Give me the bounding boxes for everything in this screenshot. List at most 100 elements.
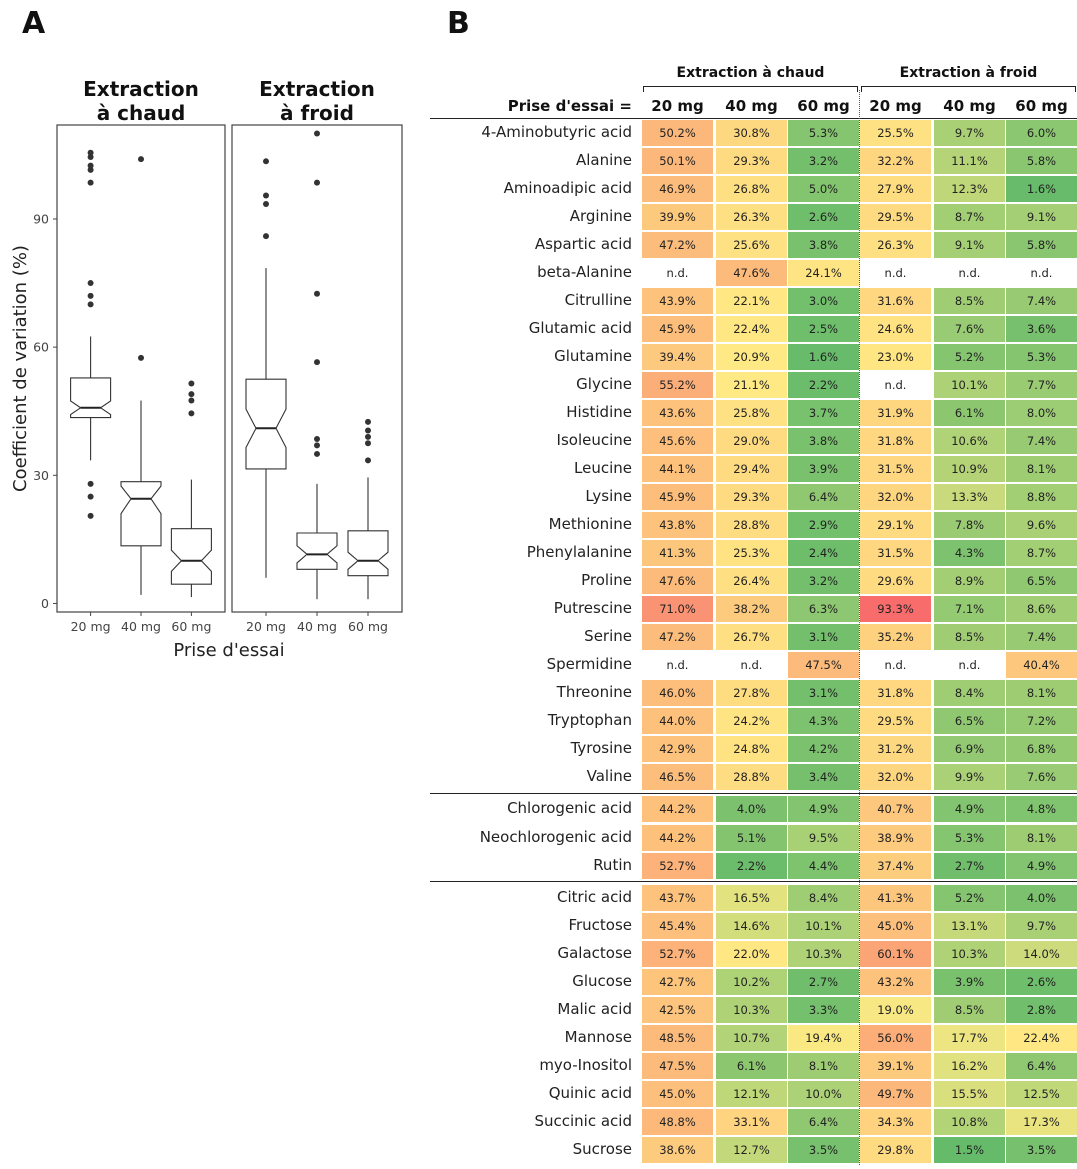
row-label: Aspartic acid: [534, 235, 632, 254]
heatmap-cell: 14.6%: [716, 912, 787, 939]
heatmap-cell: 2.6%: [1006, 968, 1077, 995]
heatmap-cell: 7.6%: [934, 316, 1005, 343]
facet-title-2: à froid: [280, 101, 354, 125]
column-header: 20 mg: [651, 97, 704, 115]
heatmap-cell: 8.1%: [1006, 680, 1077, 707]
heatmap-cell: 43.8%: [642, 512, 713, 539]
heatmap-cell: 71.0%: [642, 596, 713, 623]
heatmap-cell: 19.4%: [788, 1024, 859, 1051]
heatmap-cell: 21.1%: [716, 372, 787, 399]
y-axis-title: Coefficient de variation (%): [10, 245, 31, 492]
heatmap-cell: n.d.: [642, 652, 713, 679]
heatmap-cell: 28.8%: [716, 764, 787, 791]
box-1-60mg: [170, 380, 212, 598]
heatmap-cell: 60.1%: [860, 940, 931, 967]
row-label: beta-Alanine: [537, 263, 632, 282]
heatmap-cell: 7.7%: [1006, 372, 1077, 399]
heatmap-cell: 9.1%: [934, 232, 1005, 259]
heatmap-cell: 35.2%: [860, 624, 931, 651]
heatmap-cell: 46.5%: [642, 764, 713, 791]
row-label: Glutamine: [554, 347, 632, 366]
heatmap-cell: 31.9%: [860, 400, 931, 427]
heatmap-cell: 17.7%: [934, 1024, 1005, 1051]
x-tick-label: 60 mg: [348, 619, 388, 634]
heatmap-cell: 10.1%: [934, 372, 1005, 399]
row-label: Galactose: [557, 943, 632, 962]
panel-a-letter: A: [22, 6, 46, 41]
row-label: Aminoadipic acid: [503, 179, 632, 198]
heatmap-cell: 39.1%: [860, 1052, 931, 1079]
outlier-point: [87, 149, 94, 156]
outlier-point: [365, 433, 371, 440]
heatmap-cell: 26.3%: [860, 232, 931, 259]
heatmap-cell: 29.6%: [860, 568, 931, 595]
outlier-point: [263, 233, 269, 240]
heatmap-cell: 52.7%: [642, 852, 713, 879]
heatmap-cell: 43.7%: [642, 884, 713, 911]
outlier-point: [314, 450, 320, 457]
outlier-point: [87, 480, 94, 487]
heatmap-cell: 2.7%: [934, 852, 1005, 879]
group-divider: [859, 90, 860, 1165]
outlier-point: [87, 493, 94, 500]
facet-title-1: Extraction: [83, 77, 199, 101]
outlier-point: [87, 301, 94, 308]
heatmap-cell: 6.3%: [788, 596, 859, 623]
heatmap-cell: 4.0%: [716, 796, 787, 823]
heatmap-cell: 38.6%: [642, 1136, 713, 1163]
heatmap-cell: 5.2%: [934, 884, 1005, 911]
heatmap-cell: 10.7%: [716, 1024, 787, 1051]
column-header: 60 mg: [797, 97, 850, 115]
heatmap-cell: 32.0%: [860, 764, 931, 791]
heatmap-cell: 26.4%: [716, 568, 787, 595]
heatmap-cell: 6.8%: [1006, 736, 1077, 763]
heatmap-cell: 8.5%: [934, 624, 1005, 651]
heatmap-cell: 10.3%: [788, 940, 859, 967]
heatmap-cell: 3.4%: [788, 764, 859, 791]
heatmap-cell: 7.4%: [1006, 624, 1077, 651]
outlier-point: [365, 440, 371, 447]
y-tick-label: 60: [33, 340, 49, 355]
heatmap-cell: 8.7%: [1006, 540, 1077, 567]
heatmap-cell: 29.5%: [860, 708, 931, 735]
outlier-point: [87, 162, 94, 169]
heatmap-cell: 7.2%: [1006, 708, 1077, 735]
heatmap-cell: 37.4%: [860, 852, 931, 879]
heatmap-cell: 1.6%: [788, 344, 859, 371]
heatmap-cell: 1.6%: [1006, 176, 1077, 203]
facet-title-1: à chaud: [97, 101, 186, 125]
row-label: Phenylalanine: [526, 543, 632, 562]
box-2-60mg: [347, 418, 389, 600]
outlier-point: [314, 359, 320, 366]
notched-box: [120, 481, 162, 547]
heatmap-cell: 15.5%: [934, 1080, 1005, 1107]
heatmap-cell: 9.9%: [934, 764, 1005, 791]
heatmap-cell: 13.1%: [934, 912, 1005, 939]
heatmap-cell: 29.5%: [860, 204, 931, 231]
heatmap-cell: 24.1%: [788, 260, 859, 287]
heatmap-cell: 2.7%: [788, 968, 859, 995]
outlier-point: [188, 397, 195, 404]
heatmap-cell: 45.9%: [642, 316, 713, 343]
heatmap-cell: 31.8%: [860, 428, 931, 455]
heatmap-cell: 19.0%: [860, 996, 931, 1023]
x-tick-label: 20 mg: [71, 619, 111, 634]
outlier-point: [87, 512, 94, 519]
heatmap-cell: 26.3%: [716, 204, 787, 231]
row-label: Histidine: [566, 403, 632, 422]
row-label: Spermidine: [546, 655, 632, 674]
box-2-40mg: [296, 130, 338, 600]
heatmap-cell: 10.9%: [934, 456, 1005, 483]
heatmap-cell: 2.6%: [788, 204, 859, 231]
heatmap-cell: 48.5%: [642, 1024, 713, 1051]
heatmap-cell: 3.9%: [934, 968, 1005, 995]
heatmap-cell: 50.2%: [642, 120, 713, 146]
heatmap-cell: 31.8%: [860, 680, 931, 707]
heatmap-cell: 10.2%: [716, 968, 787, 995]
heatmap-cell: 22.0%: [716, 940, 787, 967]
row-label: Isoleucine: [556, 431, 632, 450]
heatmap-cell: 11.1%: [934, 148, 1005, 175]
notched-box: [170, 528, 212, 585]
heatmap-cell: 7.4%: [1006, 288, 1077, 315]
heatmap-cell: 6.4%: [788, 484, 859, 511]
